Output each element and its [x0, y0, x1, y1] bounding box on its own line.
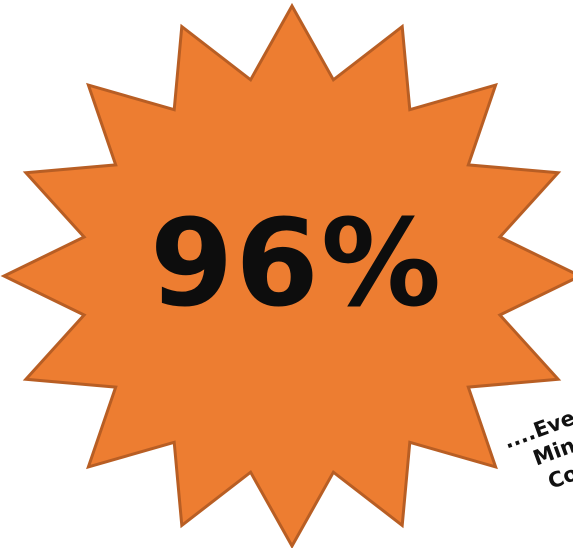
percentage-value: 96% [149, 195, 444, 334]
